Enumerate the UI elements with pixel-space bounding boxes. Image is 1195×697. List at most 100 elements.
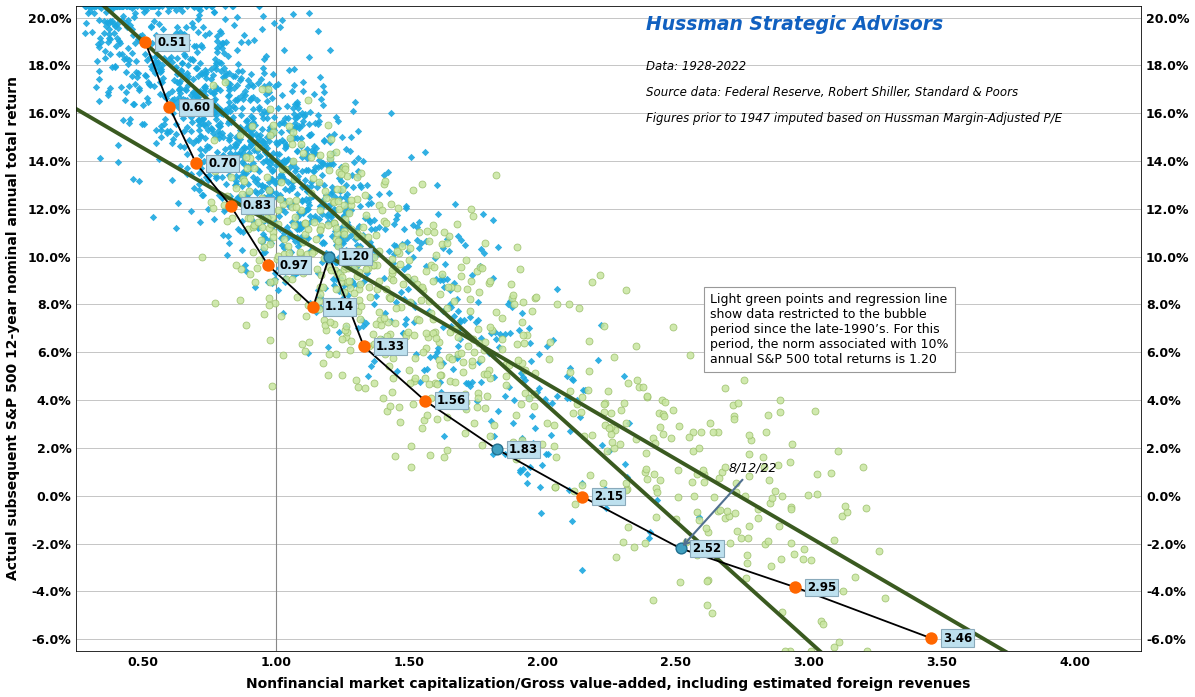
- Point: [321, 230, 341, 241]
- Point: [480, 321, 500, 332]
- Point: [196, 171, 215, 183]
- Point: [302, 247, 321, 259]
- Point: [332, 183, 351, 194]
- Point: [380, 401, 399, 412]
- Point: [520, 338, 539, 349]
- Point: [356, 382, 375, 393]
- Point: [717, 505, 736, 516]
- Point: [319, 208, 338, 220]
- Point: [234, 176, 253, 187]
- Point: [203, 79, 222, 91]
- Point: [223, 70, 243, 82]
- Point: [111, 82, 130, 93]
- Point: [497, 371, 516, 382]
- Point: [410, 243, 429, 254]
- Point: [158, 0, 177, 11]
- Point: [266, 159, 286, 170]
- Point: [445, 277, 464, 289]
- Point: [295, 217, 314, 229]
- Point: [690, 443, 709, 454]
- Point: [154, 52, 173, 63]
- Point: [271, 193, 290, 204]
- Point: [233, 174, 252, 185]
- Point: [694, 468, 713, 480]
- Point: [364, 377, 384, 388]
- Point: [287, 133, 306, 144]
- Point: [225, 162, 244, 174]
- Point: [300, 210, 319, 222]
- Point: [109, 35, 128, 46]
- Point: [220, 190, 239, 201]
- Point: [703, 427, 722, 438]
- Point: [253, 244, 272, 255]
- Point: [560, 393, 580, 404]
- Point: [574, 431, 593, 442]
- Point: [449, 341, 468, 352]
- Point: [141, 20, 160, 31]
- Point: [637, 473, 656, 484]
- Point: [330, 192, 349, 204]
- Point: [216, 105, 235, 116]
- Point: [798, 489, 817, 500]
- Point: [174, 31, 194, 42]
- Point: [614, 537, 633, 548]
- Point: [141, 52, 160, 63]
- Point: [278, 231, 298, 243]
- Point: [183, 95, 202, 106]
- Point: [478, 390, 497, 401]
- Point: [407, 235, 427, 246]
- Point: [305, 140, 324, 151]
- Point: [614, 397, 633, 408]
- Point: [358, 232, 378, 243]
- Point: [188, 99, 207, 110]
- Point: [496, 328, 515, 339]
- Point: [259, 176, 278, 187]
- Point: [102, 61, 121, 72]
- Point: [257, 154, 276, 165]
- Point: [80, 5, 99, 16]
- Point: [178, 34, 197, 45]
- Point: [271, 194, 290, 206]
- Point: [288, 102, 307, 113]
- Point: [445, 310, 464, 321]
- Point: [247, 164, 266, 175]
- Point: [374, 313, 393, 324]
- Point: [220, 101, 239, 112]
- Point: [170, 0, 189, 11]
- Point: [125, 7, 145, 18]
- Point: [435, 258, 454, 269]
- Point: [471, 244, 490, 255]
- Point: [471, 376, 490, 388]
- Point: [276, 112, 295, 123]
- Point: [255, 216, 274, 227]
- Point: [304, 172, 323, 183]
- Point: [96, 0, 115, 11]
- Point: [294, 77, 313, 88]
- Point: [278, 252, 298, 263]
- Point: [327, 227, 347, 238]
- Point: [257, 113, 276, 124]
- Point: [433, 305, 452, 316]
- Point: [262, 277, 281, 289]
- Point: [261, 235, 280, 246]
- Point: [244, 116, 263, 127]
- Point: [195, 69, 214, 80]
- Point: [212, 28, 231, 39]
- Point: [305, 118, 324, 129]
- Point: [220, 201, 239, 212]
- Point: [289, 206, 308, 217]
- Point: [167, 52, 186, 63]
- Point: [312, 160, 331, 171]
- Point: [411, 283, 430, 294]
- Point: [124, 11, 143, 22]
- Point: [473, 439, 492, 450]
- Point: [271, 176, 290, 187]
- Point: [270, 118, 289, 130]
- Point: [129, 176, 148, 187]
- Point: [381, 107, 400, 118]
- Point: [105, 0, 124, 11]
- Point: [311, 223, 330, 234]
- Point: [310, 176, 329, 187]
- Point: [332, 132, 351, 143]
- Point: [146, 60, 165, 71]
